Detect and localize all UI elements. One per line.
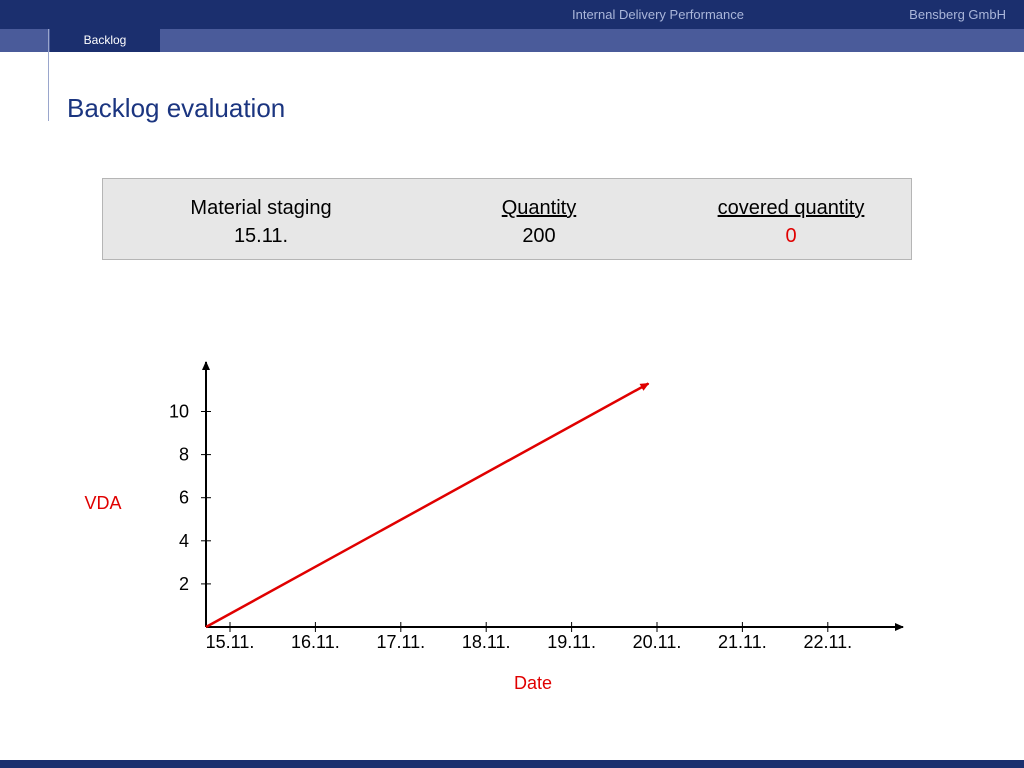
info-box: Material staging 15.11. Quantity 200 cov… [102,178,912,260]
quantity-header: Quantity [501,197,577,219]
y-tick-label: 6 [179,488,189,508]
covered-quantity-column: covered quantity 0 [661,194,921,250]
y-tick-label: 2 [179,574,189,594]
material-staging-column: Material staging 15.11. [131,194,391,250]
presentation-subtitle: Internal Delivery Performance [572,7,744,22]
x-tick-label: 17.11. [376,632,425,652]
covered-quantity-header: covered quantity [717,197,865,219]
material-staging-value: 15.11. [233,225,289,247]
covered-quantity-value: 0 [785,225,797,247]
quantity-column: Quantity 200 [409,194,669,250]
material-staging-header: Material staging [190,197,332,219]
page-title: Backlog evaluation [67,93,286,123]
tab-bar: Backlog [0,29,1024,52]
x-tick-label: 22.11. [803,632,852,652]
quantity-value: 200 [522,225,556,247]
x-tick-label: 16.11. [291,632,340,652]
company-name: Bensberg GmbH [909,7,1006,22]
series-line [205,382,650,629]
footer-bar [0,760,1024,768]
tab-backlog[interactable]: Backlog [50,29,160,52]
x-tick-label: 21.11. [718,632,767,652]
header-bar: Internal Delivery Performance Bensberg G… [0,0,1024,29]
x-tick-label: 19.11. [547,632,596,652]
x-tick-label: 15.11. [206,632,255,652]
y-tick-label: 4 [179,531,189,551]
x-tick-label: 20.11. [633,632,682,652]
y-tick-label: 8 [179,445,189,465]
y-axis-label: VDA [84,493,121,513]
y-tick-label: 10 [169,402,189,422]
x-axis-label: Date [514,673,552,693]
decorative-divider [48,29,49,121]
x-tick-label: 18.11. [462,632,511,652]
